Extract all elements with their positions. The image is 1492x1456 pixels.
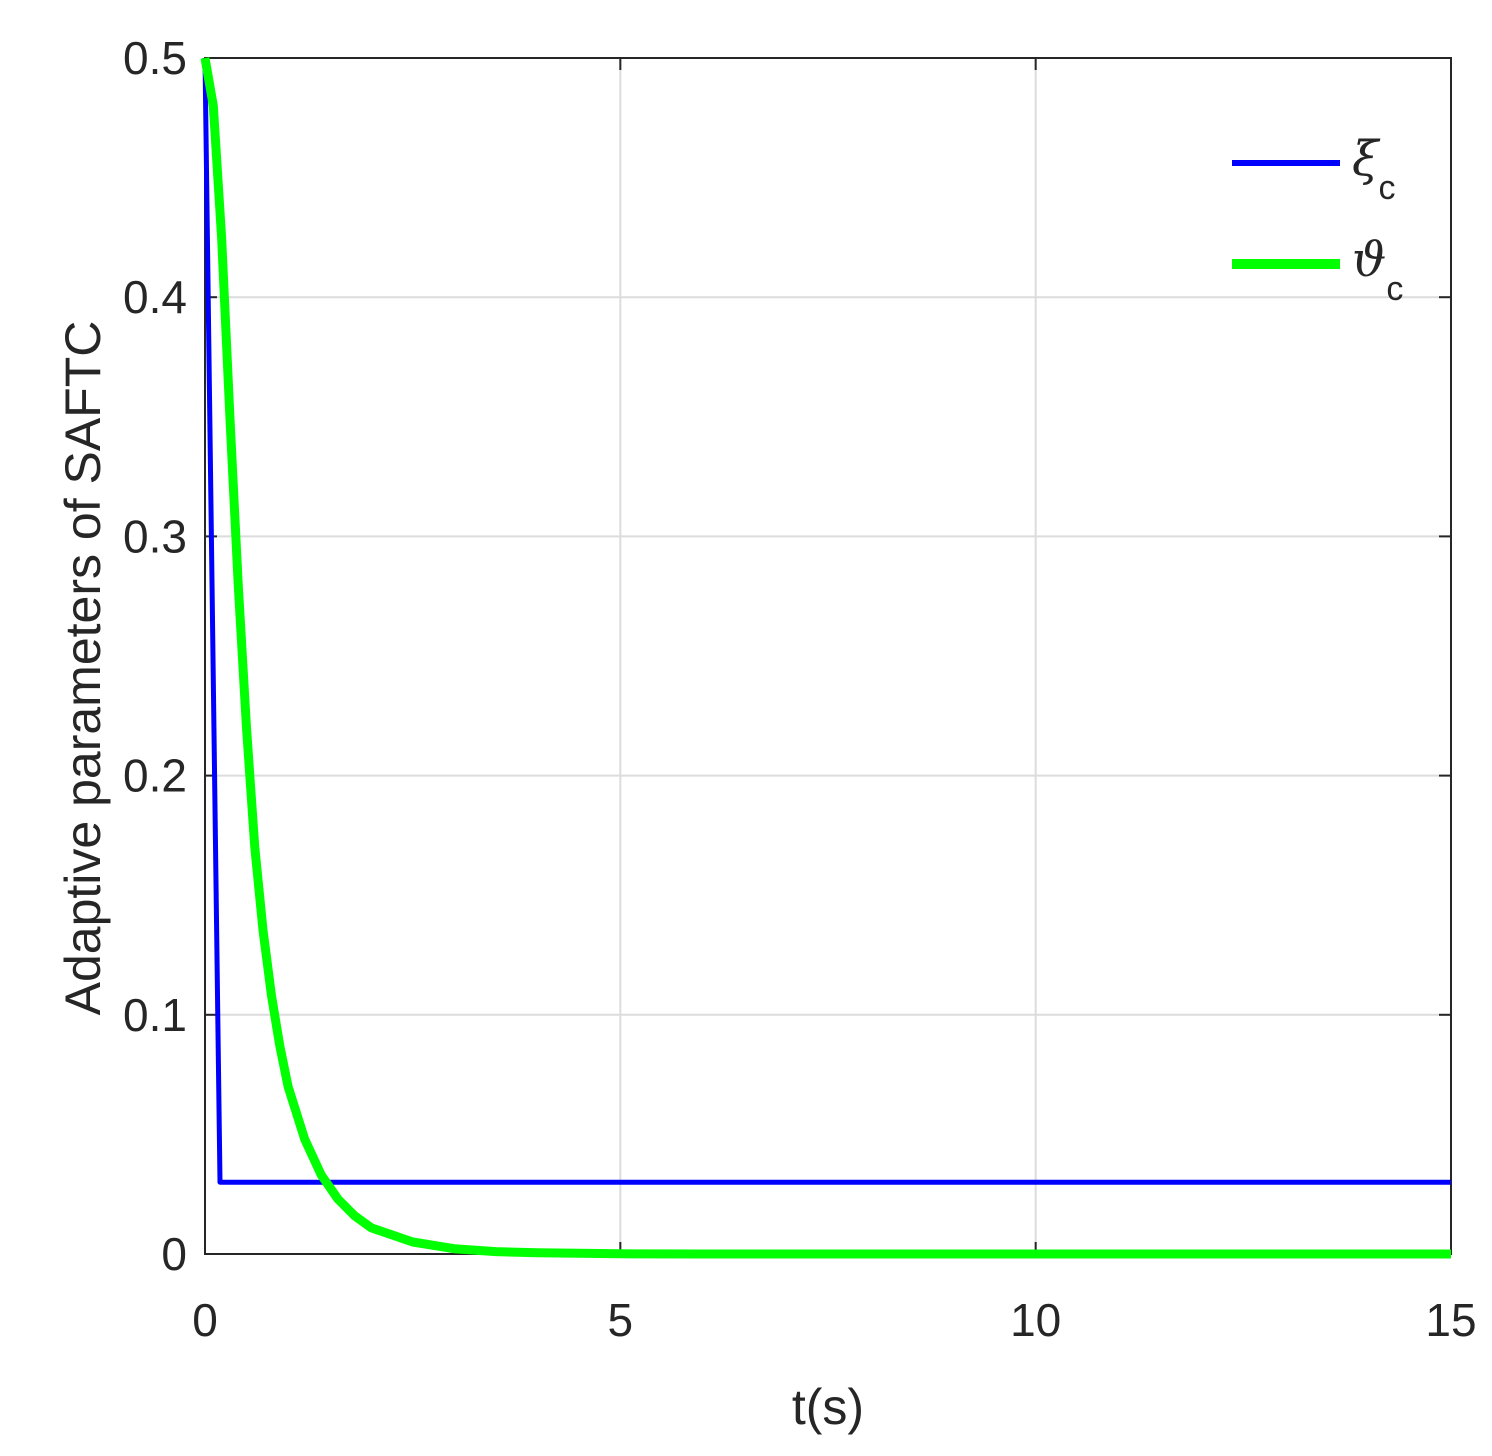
legend-entry-subscript: c xyxy=(1386,270,1403,308)
x-tick-labels: 0 5 10 15 xyxy=(192,1294,1476,1346)
y-tick-label: 0.1 xyxy=(123,989,187,1041)
y-tick-label: 0.4 xyxy=(123,271,187,323)
series-line-1 xyxy=(202,57,1451,1185)
x-tick-label: 10 xyxy=(1010,1294,1061,1346)
x-tick-label: 5 xyxy=(608,1294,634,1346)
y-axis-label: Adaptive parameters of SAFTC xyxy=(55,321,111,1016)
plot-area-frame xyxy=(204,57,1452,1255)
series-lines xyxy=(200,57,1451,1259)
axis-ticks xyxy=(204,57,1452,1255)
legend-entry-subscript: c xyxy=(1378,169,1395,207)
grid xyxy=(204,57,1452,1255)
series-line-2 xyxy=(200,57,1451,1259)
x-tick-label: 0 xyxy=(192,1294,218,1346)
x-axis-label: t(s) xyxy=(792,1379,864,1435)
y-tick-labels: 0 0.1 0.2 0.3 0.4 0.5 xyxy=(123,32,187,1280)
legend-entry-label: ξc xyxy=(1352,131,1395,207)
y-tick-label: 0 xyxy=(161,1228,187,1280)
y-tick-label: 0.2 xyxy=(123,750,187,802)
y-tick-label: 0.5 xyxy=(123,32,187,84)
y-tick-label: 0.3 xyxy=(123,510,187,562)
x-tick-label: 15 xyxy=(1425,1294,1476,1346)
